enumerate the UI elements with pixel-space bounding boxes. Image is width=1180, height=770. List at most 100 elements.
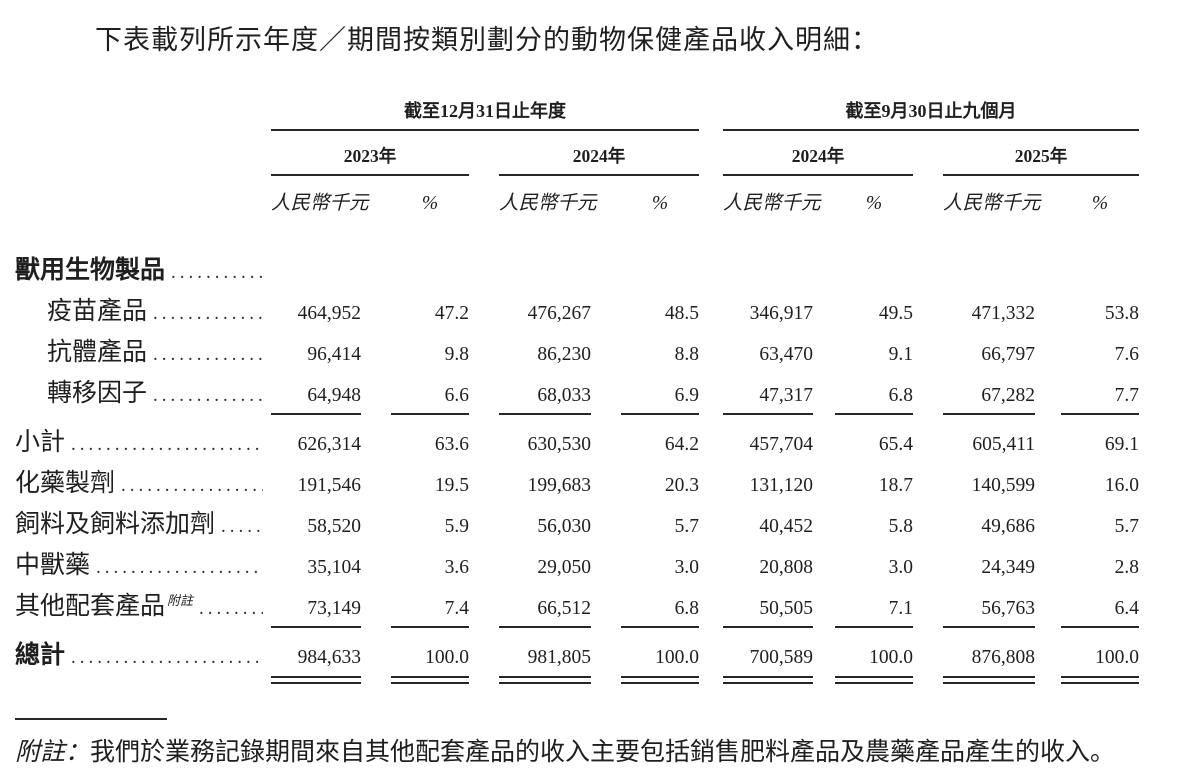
row-label: 飼料及飼料添加劑 bbox=[15, 511, 216, 538]
table-row-total: 總計 .....................................… bbox=[15, 635, 1155, 684]
value-cell: 7.6 bbox=[1114, 344, 1139, 365]
row-label-cell: 中獸藥 ....................................… bbox=[15, 545, 263, 581]
value-cell: 56,030 bbox=[537, 516, 591, 537]
row-label: 化藥製劑 bbox=[15, 470, 116, 497]
footnote-text: 我們於業務記錄期間來自其他配套產品的收入主要包括銷售肥料產品及農藥產品產生的收入… bbox=[90, 739, 1116, 766]
row-label-cell: 其他配套產品 附註 ..............................… bbox=[15, 586, 263, 622]
value-cell: 6.6 bbox=[391, 385, 469, 415]
value-cell: 700,589 bbox=[723, 647, 813, 684]
row-label-cell: 疫苗產品 ...................................… bbox=[15, 291, 263, 327]
value-cell: 981,805 bbox=[499, 647, 591, 684]
subheader-amount: 人民幣千元 bbox=[943, 193, 1041, 214]
value-cell: 9.1 bbox=[888, 344, 913, 365]
row-label-cell: 轉移因子 ...................................… bbox=[15, 373, 263, 409]
value-cell: 131,120 bbox=[749, 475, 813, 496]
value-cell: 64.2 bbox=[664, 434, 699, 455]
dot-leader: ........................................… bbox=[121, 475, 263, 496]
subheader-amount: 人民幣千元 bbox=[723, 193, 821, 214]
value-cell: 100.0 bbox=[621, 647, 699, 684]
value-cell: 626,314 bbox=[297, 434, 361, 455]
value-cell: 66,512 bbox=[499, 598, 591, 628]
value-cell: 191,546 bbox=[297, 475, 361, 496]
row-label: 轉移因子 bbox=[47, 380, 148, 407]
value-cell: 199,683 bbox=[527, 475, 591, 496]
table-row-veterinary-biologics: 獸用生物製品 .................................… bbox=[15, 250, 1155, 291]
value-cell: 96,414 bbox=[307, 344, 361, 365]
value-cell: 20,808 bbox=[759, 557, 813, 578]
table-row-antibody-products: 抗體產品 ...................................… bbox=[15, 332, 1155, 373]
row-label-cell: 小計 .....................................… bbox=[15, 422, 263, 458]
row-label: 中獸藥 bbox=[15, 552, 91, 579]
value-cell: 471,332 bbox=[971, 303, 1035, 324]
value-cell: 66,797 bbox=[981, 344, 1035, 365]
row-label-cell: 獸用生物製品 .................................… bbox=[15, 250, 263, 286]
value-cell: 48.5 bbox=[664, 303, 699, 324]
value-cell: 63,470 bbox=[759, 344, 813, 365]
revenue-table: 截至12月31日止年度 截至9月30日止九個月 2023年 2024年 2024… bbox=[15, 97, 1155, 684]
row-label-cell: 總計 .....................................… bbox=[15, 635, 263, 671]
value-cell: 5.9 bbox=[444, 516, 469, 537]
value-cell: 6.8 bbox=[835, 385, 913, 415]
dot-leader: ........................................… bbox=[153, 303, 263, 324]
row-label-cell: 抗體產品 ...................................… bbox=[15, 332, 263, 368]
year-header-2024: 2024年 bbox=[499, 143, 699, 176]
value-cell: 69.1 bbox=[1104, 434, 1139, 455]
value-cell: 5.7 bbox=[674, 516, 699, 537]
value-cell: 457,704 bbox=[749, 434, 813, 455]
row-label-cell: 飼料及飼料添加劑 ...............................… bbox=[15, 504, 263, 540]
dot-leader: ........................................… bbox=[71, 647, 263, 668]
value-cell: 3.0 bbox=[674, 557, 699, 578]
table-row-chemical-preparations: 化藥製劑 ...................................… bbox=[15, 463, 1155, 504]
dot-leader: ........................................… bbox=[96, 557, 263, 578]
value-cell: 18.7 bbox=[878, 475, 913, 496]
subheader-percent: % bbox=[651, 193, 669, 214]
value-cell: 63.6 bbox=[434, 434, 469, 455]
value-cell: 6.8 bbox=[621, 598, 699, 628]
dot-leader: ........................................… bbox=[153, 344, 263, 365]
footnote-label: 附註： bbox=[15, 739, 91, 766]
row-label: 總計 bbox=[15, 642, 66, 669]
row-label-cell: 化藥製劑 ...................................… bbox=[15, 463, 263, 499]
subheader-percent: % bbox=[421, 193, 439, 214]
column-group-nine-months-sep30: 截至9月30日止九個月 bbox=[723, 97, 1139, 131]
table-row-chinese-veterinary-medicine: 中獸藥 ....................................… bbox=[15, 545, 1155, 586]
value-cell: 630,530 bbox=[527, 434, 591, 455]
subheader-amount: 人民幣千元 bbox=[499, 193, 597, 214]
value-cell: 16.0 bbox=[1104, 475, 1139, 496]
value-cell: 100.0 bbox=[391, 647, 469, 684]
column-group-year-ended-dec31: 截至12月31日止年度 bbox=[271, 97, 699, 131]
value-cell: 5.8 bbox=[888, 516, 913, 537]
value-cell: 56,763 bbox=[943, 598, 1035, 628]
row-label: 小計 bbox=[15, 429, 66, 456]
table-year-header-row: 2023年 2024年 2024年 2025年 bbox=[15, 143, 1155, 176]
year-header-2023: 2023年 bbox=[271, 143, 469, 176]
row-label: 獸用生物製品 bbox=[15, 257, 166, 284]
value-cell: 49,686 bbox=[981, 516, 1035, 537]
table-row-transfer-factor: 轉移因子 ...................................… bbox=[15, 373, 1155, 422]
value-cell: 50,505 bbox=[723, 598, 813, 628]
value-cell: 29,050 bbox=[537, 557, 591, 578]
value-cell: 6.9 bbox=[621, 385, 699, 415]
value-cell: 68,033 bbox=[499, 385, 591, 415]
footnote: 附註：我們於業務記錄期間來自其他配套產品的收入主要包括銷售肥料產品及農藥產品產生… bbox=[15, 732, 1180, 768]
row-label: 抗體產品 bbox=[47, 339, 148, 366]
year-header-2025-interim: 2025年 bbox=[943, 143, 1139, 176]
value-cell: 86,230 bbox=[537, 344, 591, 365]
value-cell: 73,149 bbox=[271, 598, 361, 628]
table-body: 獸用生物製品 .................................… bbox=[15, 250, 1155, 684]
value-cell: 53.8 bbox=[1104, 303, 1139, 324]
value-cell: 65.4 bbox=[878, 434, 913, 455]
subheader-amount: 人民幣千元 bbox=[271, 193, 369, 214]
value-cell: 8.8 bbox=[674, 344, 699, 365]
value-cell: 476,267 bbox=[527, 303, 591, 324]
dot-leader: ........................................… bbox=[199, 598, 263, 619]
value-cell: 58,520 bbox=[307, 516, 361, 537]
value-cell: 605,411 bbox=[972, 434, 1035, 455]
row-label: 其他配套產品 bbox=[15, 593, 166, 620]
table-row-vaccine-products: 疫苗產品 ...................................… bbox=[15, 291, 1155, 332]
footnote-divider bbox=[15, 718, 167, 720]
value-cell: 67,282 bbox=[943, 385, 1035, 415]
page-title: 下表載列所示年度／期間按類別劃分的動物保健產品收入明細： bbox=[95, 25, 879, 55]
table-row-feed-and-additives: 飼料及飼料添加劑 ...............................… bbox=[15, 504, 1155, 545]
